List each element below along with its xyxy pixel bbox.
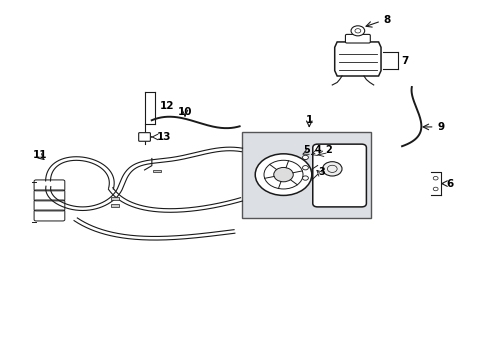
Text: 2: 2 [325, 145, 331, 155]
Text: 3: 3 [318, 167, 324, 177]
Circle shape [322, 162, 341, 176]
Text: 12: 12 [160, 102, 174, 112]
Text: 6: 6 [446, 179, 453, 189]
Text: 10: 10 [178, 107, 192, 117]
Text: 5: 5 [303, 145, 309, 155]
Text: 1: 1 [305, 115, 312, 125]
Circle shape [302, 166, 308, 170]
Text: 8: 8 [383, 15, 390, 25]
Circle shape [255, 154, 311, 195]
Circle shape [302, 176, 308, 180]
Text: 11: 11 [32, 150, 47, 160]
Circle shape [302, 155, 308, 159]
Bar [111, 197, 119, 200]
FancyBboxPatch shape [312, 144, 366, 207]
FancyBboxPatch shape [242, 132, 370, 218]
Text: 7: 7 [401, 56, 408, 66]
Bar [153, 170, 160, 172]
FancyBboxPatch shape [345, 35, 369, 43]
Polygon shape [334, 42, 380, 76]
Text: 4: 4 [314, 145, 320, 155]
Text: 13: 13 [157, 132, 171, 142]
Circle shape [273, 167, 293, 182]
FancyBboxPatch shape [139, 133, 150, 141]
Bar [111, 204, 119, 207]
Text: 9: 9 [436, 122, 443, 132]
Circle shape [350, 26, 364, 36]
